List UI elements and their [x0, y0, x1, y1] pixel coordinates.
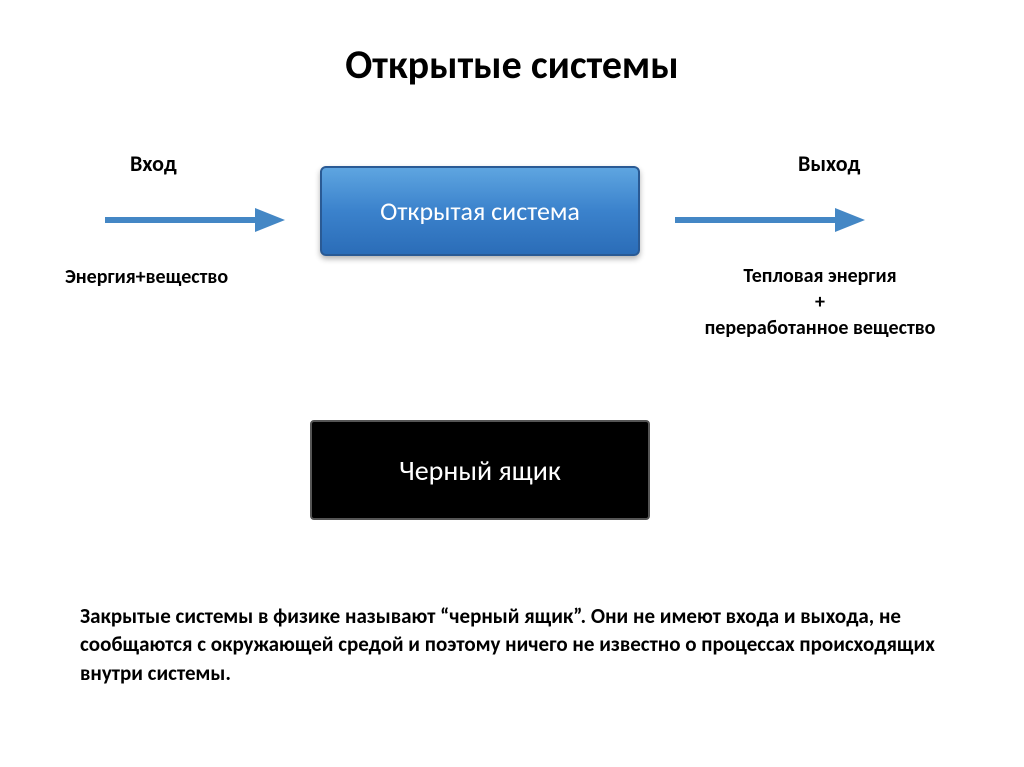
open-system-label: Открытая система [380, 195, 580, 227]
output-label: Выход [798, 150, 860, 177]
output-sublabel: Тепловая энергия+переработанное вещество [665, 263, 975, 341]
input-label: Вход [130, 150, 177, 177]
arrow-in-icon [100, 200, 285, 240]
arrow-out-icon [670, 200, 865, 240]
input-sublabel: Энергия+вещество [65, 265, 228, 289]
black-box-label: Черный ящик [399, 453, 561, 488]
open-system-box: Открытая система [320, 166, 640, 256]
slide-title: Открытые системы [0, 40, 1024, 89]
description-text: Закрытые системы в физике называют “черн… [80, 602, 950, 687]
black-box: Черный ящик [310, 420, 650, 520]
